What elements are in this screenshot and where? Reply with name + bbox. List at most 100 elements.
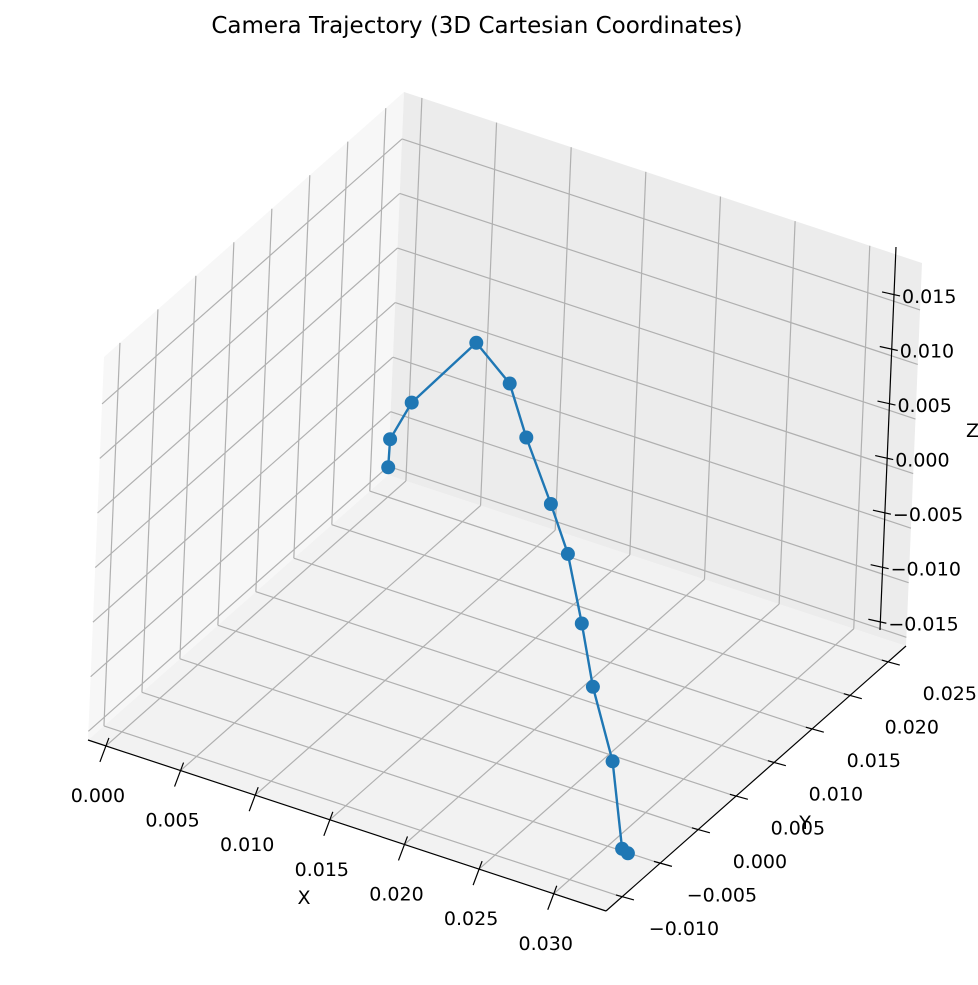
y-gridline-floor bbox=[331, 524, 850, 697]
y-axis-label: Y bbox=[798, 812, 811, 834]
y-gridline-floor bbox=[293, 557, 813, 730]
z-gridline-left bbox=[94, 302, 396, 569]
x-axis-label: X bbox=[297, 887, 310, 909]
z-gridline-back bbox=[388, 465, 907, 638]
x-gridline-floor bbox=[254, 529, 556, 796]
z-tick bbox=[879, 345, 898, 352]
z-tick bbox=[877, 400, 896, 406]
x-axis-line bbox=[87, 739, 607, 912]
z-axis-label: Z bbox=[966, 420, 978, 442]
floor-pane bbox=[88, 475, 906, 911]
y-tick-label: 0.000 bbox=[733, 851, 787, 873]
x-gridline-floor bbox=[329, 554, 631, 821]
x-tick-label: 0.000 bbox=[71, 785, 125, 807]
z-gridline-left bbox=[99, 193, 401, 459]
trajectory-point bbox=[605, 754, 620, 769]
z-tick-label: 0.000 bbox=[895, 450, 949, 472]
z-gridline-left bbox=[101, 138, 403, 405]
y-tick bbox=[843, 693, 862, 700]
axes-panes bbox=[88, 92, 922, 911]
y-tick bbox=[653, 860, 673, 867]
x-tick-label: 0.010 bbox=[220, 834, 274, 856]
x-tick bbox=[173, 762, 185, 787]
x-tick-label: 0.015 bbox=[295, 859, 349, 881]
x-tick-label: 0.025 bbox=[444, 908, 498, 930]
trajectory-point bbox=[381, 460, 396, 475]
trajectory-point bbox=[383, 432, 398, 447]
y-tick-label: 0.015 bbox=[847, 750, 901, 772]
y-gridline-floor bbox=[141, 691, 661, 864]
z-gridline-back bbox=[401, 138, 921, 311]
y-gridline-floor bbox=[369, 490, 888, 663]
x-gridline-floor bbox=[180, 505, 481, 772]
trajectory-point bbox=[469, 335, 484, 350]
z-tick-label: 0.010 bbox=[900, 340, 954, 362]
z-gridline-back bbox=[390, 411, 909, 584]
z-tick bbox=[868, 618, 887, 624]
z-tick-label: 0.005 bbox=[897, 395, 951, 417]
y-tick bbox=[691, 827, 711, 834]
z-gridline-back bbox=[395, 302, 914, 475]
z-gridline-back bbox=[397, 247, 916, 420]
y-gridline-floor bbox=[179, 658, 699, 831]
x-tick-label: 0.020 bbox=[369, 883, 423, 905]
x-tick bbox=[248, 786, 259, 812]
z-tick bbox=[881, 291, 901, 297]
y-axis-line bbox=[605, 645, 907, 912]
trajectory-point bbox=[574, 616, 589, 631]
z-gridline-left bbox=[90, 411, 392, 678]
y-gridline-floor bbox=[103, 725, 623, 898]
y-tick bbox=[729, 793, 749, 800]
x-tick-label: 0.030 bbox=[519, 933, 573, 955]
x-gridline-floor bbox=[404, 579, 705, 845]
z-gridline-back bbox=[392, 356, 912, 529]
back-pane bbox=[388, 92, 922, 646]
trajectory-point bbox=[543, 497, 558, 511]
y-tick-label: −0.005 bbox=[687, 884, 757, 906]
z-tick bbox=[872, 509, 892, 515]
trajectory-point bbox=[620, 846, 635, 861]
y-tick bbox=[881, 659, 900, 666]
y-tick-label: 0.025 bbox=[923, 683, 977, 705]
z-gridline-left bbox=[97, 247, 398, 514]
left-pane bbox=[88, 92, 404, 740]
z-gridline-left bbox=[87, 465, 389, 732]
axis-ticks bbox=[99, 291, 901, 910]
z-axis-line bbox=[879, 246, 897, 631]
z-tick-label: 0.015 bbox=[902, 286, 956, 308]
x-tick bbox=[397, 836, 409, 861]
x-gridline-floor bbox=[553, 628, 855, 895]
x-tick-label: 0.005 bbox=[145, 810, 199, 832]
x-gridline-floor bbox=[478, 603, 780, 870]
y-gridline-floor bbox=[255, 591, 775, 764]
trajectory-point bbox=[502, 376, 517, 391]
z-tick-label: −0.005 bbox=[893, 504, 963, 526]
axis-lines bbox=[87, 246, 907, 912]
y-tick bbox=[615, 894, 635, 901]
y-tick-label: −0.010 bbox=[649, 918, 719, 940]
y-tick-label: 0.010 bbox=[809, 784, 863, 806]
z-gridline-back bbox=[399, 192, 918, 366]
trajectory-point bbox=[585, 679, 600, 694]
trajectory-point bbox=[519, 430, 534, 445]
series-line bbox=[381, 335, 635, 861]
x-gridline-floor bbox=[105, 480, 407, 747]
x-tick bbox=[472, 860, 483, 886]
y-tick-label: 0.020 bbox=[885, 717, 939, 739]
x-tick bbox=[99, 737, 110, 763]
y-tick bbox=[767, 760, 787, 767]
z-gridline-left bbox=[92, 356, 394, 623]
x-tick bbox=[323, 811, 334, 837]
z-tick bbox=[875, 455, 894, 461]
trajectory-point bbox=[404, 395, 419, 410]
gridlines bbox=[87, 97, 921, 898]
chart-title: Camera Trajectory (3D Cartesian Coordina… bbox=[211, 13, 742, 39]
z-tick-label: −0.010 bbox=[891, 559, 961, 581]
z-tick bbox=[870, 564, 889, 570]
x-tick bbox=[547, 885, 558, 910]
y-tick-label: 0.005 bbox=[771, 817, 825, 839]
tick-labels: 0.000 0.005 0.010 0.015 0.020 0.025 0.030 −0.01… bbox=[71, 286, 977, 955]
trajectory-point bbox=[560, 546, 575, 561]
y-tick bbox=[805, 726, 824, 733]
